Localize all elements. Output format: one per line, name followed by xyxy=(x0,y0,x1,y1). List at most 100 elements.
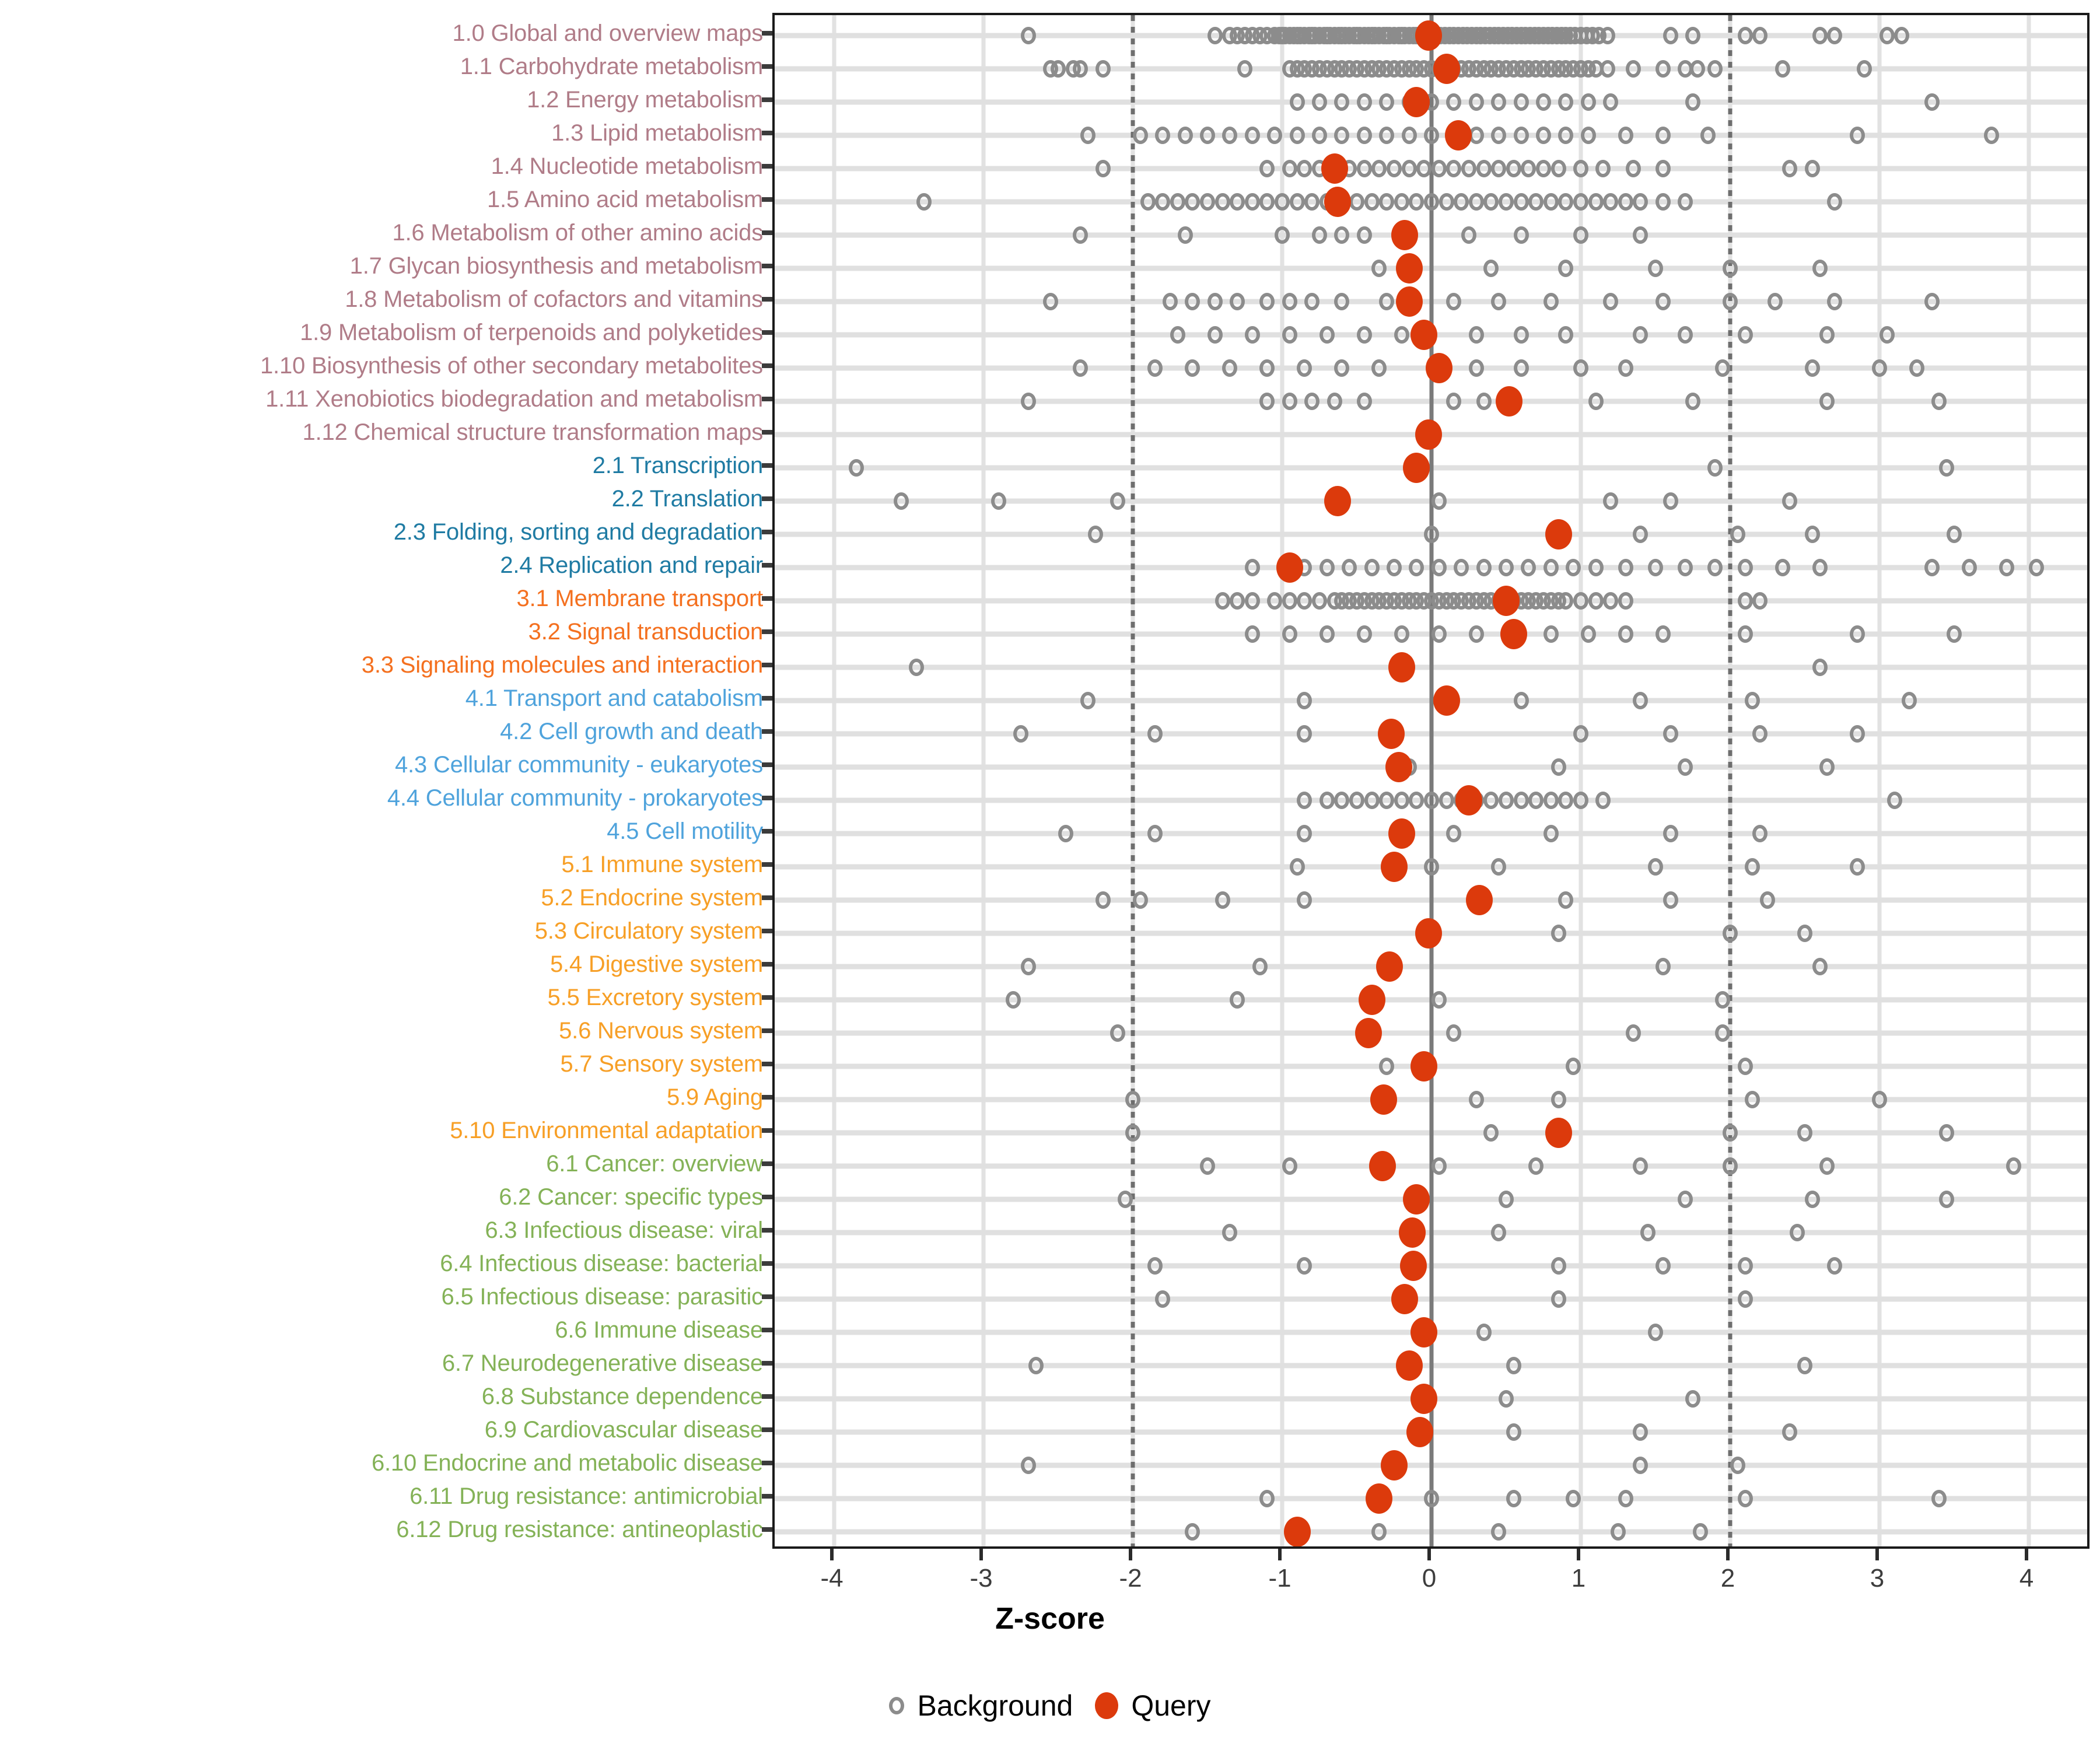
query-point[interactable] xyxy=(1324,486,1351,516)
background-point xyxy=(1849,127,1865,144)
background-point xyxy=(1580,127,1596,144)
query-point[interactable] xyxy=(1376,951,1404,982)
background-point xyxy=(1312,226,1327,244)
background-point xyxy=(1259,359,1275,377)
query-point[interactable] xyxy=(1391,220,1418,250)
y-axis-tick xyxy=(762,1328,772,1332)
query-point[interactable] xyxy=(1391,1284,1418,1314)
query-point[interactable] xyxy=(1545,519,1572,550)
y-axis-tick xyxy=(762,563,772,568)
query-point[interactable] xyxy=(1465,885,1493,915)
query-point[interactable] xyxy=(1388,652,1415,682)
query-point[interactable] xyxy=(1445,120,1472,150)
background-point xyxy=(1536,127,1551,144)
background-point xyxy=(1177,127,1193,144)
background-point xyxy=(1849,625,1865,643)
query-point[interactable] xyxy=(1415,419,1442,450)
query-point[interactable] xyxy=(1433,685,1460,716)
background-point xyxy=(1812,659,1828,676)
query-point[interactable] xyxy=(1410,1317,1438,1348)
query-point[interactable] xyxy=(1385,752,1412,782)
background-point xyxy=(1020,393,1036,410)
query-point[interactable] xyxy=(1377,719,1405,749)
query-point[interactable] xyxy=(1283,1517,1311,1546)
query-point[interactable] xyxy=(1415,20,1442,51)
query-point[interactable] xyxy=(1403,87,1430,117)
background-point xyxy=(1147,1257,1163,1275)
y-axis-label: 5.4 Digestive system xyxy=(550,951,763,977)
query-point[interactable] xyxy=(1370,1084,1398,1115)
query-point[interactable] xyxy=(1388,818,1415,849)
background-point xyxy=(1506,1357,1521,1374)
query-point[interactable] xyxy=(1410,320,1438,350)
background-point xyxy=(1618,1490,1633,1507)
background-point xyxy=(1804,526,1820,543)
query-point[interactable] xyxy=(1425,353,1452,383)
query-point[interactable] xyxy=(1395,253,1423,284)
query-point[interactable] xyxy=(1276,552,1303,583)
query-point[interactable] xyxy=(1395,286,1423,317)
y-axis-label-column: 1.0 Global and overview maps 1.1 Carbohyd… xyxy=(0,0,772,1552)
background-point xyxy=(1073,226,1088,244)
query-point[interactable] xyxy=(1415,918,1442,949)
background-point xyxy=(1416,160,1432,177)
y-axis-label: 6.3 Infectious disease: viral xyxy=(485,1217,763,1243)
query-point[interactable] xyxy=(1410,1384,1438,1414)
y-axis-label: 6.12 Drug resistance: antineoplastic xyxy=(396,1517,763,1542)
y-axis-label: 6.4 Infectious disease: bacterial xyxy=(440,1251,763,1276)
background-point xyxy=(1879,27,1895,44)
background-point xyxy=(1521,559,1536,576)
query-point[interactable] xyxy=(1410,1051,1438,1082)
background-point xyxy=(1289,193,1305,211)
background-point xyxy=(1655,60,1671,78)
query-point[interactable] xyxy=(1493,586,1520,616)
legend-item-query: Query xyxy=(1095,1689,1211,1723)
query-point[interactable] xyxy=(1395,1350,1423,1381)
query-point[interactable] xyxy=(1398,1217,1426,1248)
background-point xyxy=(1364,193,1380,211)
y-axis-label: 2.4 Replication and repair xyxy=(500,552,763,578)
query-point[interactable] xyxy=(1358,985,1385,1015)
query-point[interactable] xyxy=(1455,785,1482,816)
background-point xyxy=(1588,592,1604,610)
y-axis-tick xyxy=(762,1527,772,1532)
query-point[interactable] xyxy=(1406,1417,1433,1447)
background-point xyxy=(1819,758,1835,776)
background-point xyxy=(1550,1091,1566,1108)
background-point xyxy=(1304,393,1320,410)
query-point[interactable] xyxy=(1324,187,1351,217)
background-point xyxy=(1244,625,1260,643)
background-point xyxy=(1319,792,1335,809)
query-point[interactable] xyxy=(1366,1483,1393,1514)
query-point[interactable] xyxy=(1500,619,1527,649)
y-axis-label: 3.3 Signaling molecules and interaction xyxy=(361,652,763,678)
background-point xyxy=(1723,1124,1738,1142)
query-point[interactable] xyxy=(1321,153,1348,184)
query-point[interactable] xyxy=(1433,54,1460,84)
background-point xyxy=(1491,160,1507,177)
query-point[interactable] xyxy=(1496,386,1523,416)
y-axis-label: 6.11 Drug resistance: antimicrobial xyxy=(410,1483,763,1509)
query-point[interactable] xyxy=(1355,1018,1382,1048)
background-point xyxy=(1573,359,1588,377)
legend: Background Query xyxy=(0,1689,2100,1723)
y-axis-label: 3.1 Membrane transport xyxy=(516,586,764,611)
background-point xyxy=(1282,160,1297,177)
query-point[interactable] xyxy=(1403,453,1430,483)
background-point xyxy=(1468,625,1484,643)
query-point[interactable] xyxy=(1400,1251,1427,1281)
plot-panel-inner xyxy=(775,15,2087,1546)
background-point xyxy=(1603,293,1619,310)
background-point xyxy=(1244,193,1260,211)
query-point[interactable] xyxy=(1403,1184,1430,1214)
background-point xyxy=(1461,226,1476,244)
query-point[interactable] xyxy=(1381,852,1408,882)
query-point[interactable] xyxy=(1545,1118,1572,1148)
background-point xyxy=(1662,725,1678,743)
background-point xyxy=(1289,127,1305,144)
background-point xyxy=(1431,160,1447,177)
query-point[interactable] xyxy=(1368,1151,1396,1181)
query-point[interactable] xyxy=(1381,1450,1408,1480)
background-point xyxy=(1790,1224,1805,1241)
background-point xyxy=(1737,1290,1753,1308)
